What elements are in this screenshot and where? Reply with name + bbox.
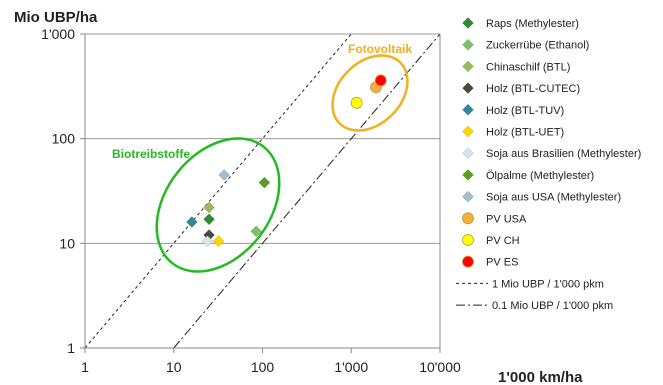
data-point (218, 169, 231, 181)
data-point (203, 201, 215, 214)
legend-label: Holz (BTL-UET) (486, 127, 564, 139)
legend-marker (462, 38, 474, 51)
legend-marker (462, 234, 474, 246)
reference-line (84, 33, 352, 349)
data-point (201, 235, 214, 247)
legend-label: 1 Mio UBP / 1'000 pkm (492, 278, 604, 290)
data-point (350, 96, 363, 109)
legend-marker (462, 147, 474, 160)
legend-marker (462, 125, 474, 138)
data-point (250, 225, 263, 238)
x-tick-label: 1'000 (334, 359, 368, 375)
tick-labels: 1 10 100 1'000 10'000 1 10 100 1'000 (41, 26, 461, 375)
group-ellipses (155, 54, 409, 273)
x-tick-label: 100 (251, 359, 275, 375)
legend-marker (462, 103, 474, 116)
legend-label: Raps (Methylester) (486, 18, 579, 30)
y-tick-label: 10 (59, 235, 75, 251)
data-point (258, 176, 271, 189)
reference-line (173, 33, 441, 349)
data-points (186, 74, 387, 247)
data-point (203, 213, 215, 226)
legend-marker (462, 212, 474, 225)
fotovoltaik-label: Fotovoltaik (348, 42, 412, 56)
y-tick-label: 100 (52, 131, 76, 147)
axes (80, 33, 441, 353)
biotreibstoffe-ellipse (155, 137, 281, 273)
grid-lines (85, 33, 440, 244)
y-tick-label: 1 (67, 340, 75, 356)
legend-marker (462, 60, 474, 73)
legend-label: 0.1 Mio UBP / 1'000 pkm (492, 300, 613, 312)
legend-label: Holz (BTL-TUV) (486, 105, 564, 117)
legend-label: Zuckerrübe (Ethanol) (486, 40, 589, 52)
legend-marker (462, 190, 474, 203)
legend-label: Ölpalme (Methylester) (486, 170, 594, 182)
legend-label: Holz (BTL-CUTEC) (486, 83, 580, 95)
legend-marker (462, 169, 474, 181)
x-tick-label: 10'000 (419, 359, 461, 375)
legend-label: PV CH (486, 235, 520, 247)
data-point (374, 74, 387, 87)
legend-label: Soja aus USA (Methylester) (486, 192, 621, 204)
y-axis-title: Mio UBP/ha (14, 9, 98, 26)
legend-label: PV USA (486, 213, 527, 225)
data-point (212, 235, 225, 247)
reference-lines (84, 33, 441, 349)
data-point (186, 216, 198, 228)
legend-label: PV ES (486, 257, 518, 269)
x-tick-label: 1 (81, 359, 89, 375)
legend-label: Chinaschilf (BTL) (486, 61, 570, 73)
legend-marker (462, 82, 474, 94)
biotreibstoffe-label: Biotreibstoffe (112, 147, 190, 161)
x-axis-title: 1'000 km/ha (498, 369, 583, 385)
legend-marker (462, 255, 474, 268)
x-tick-label: 10 (166, 359, 182, 375)
legend-marker (462, 17, 474, 29)
legend-label: Soja aus Brasilien (Methylester) (486, 148, 641, 160)
legend: Raps (Methylester) Zuckerrübe (Ethanol) Ch… (456, 17, 641, 312)
fotovoltaik-ellipse (331, 54, 409, 132)
y-tick-label: 1'000 (41, 26, 75, 42)
